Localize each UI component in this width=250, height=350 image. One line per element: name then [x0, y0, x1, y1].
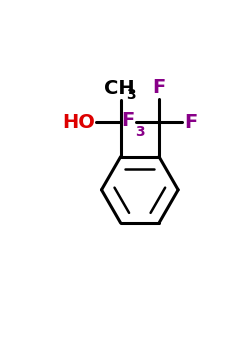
Text: HO: HO: [62, 113, 95, 132]
Text: F: F: [184, 113, 198, 132]
Text: F: F: [152, 78, 166, 97]
Text: CH: CH: [104, 79, 135, 98]
Text: 3: 3: [126, 88, 136, 102]
Text: F: F: [121, 111, 134, 130]
Text: 3: 3: [136, 125, 145, 139]
